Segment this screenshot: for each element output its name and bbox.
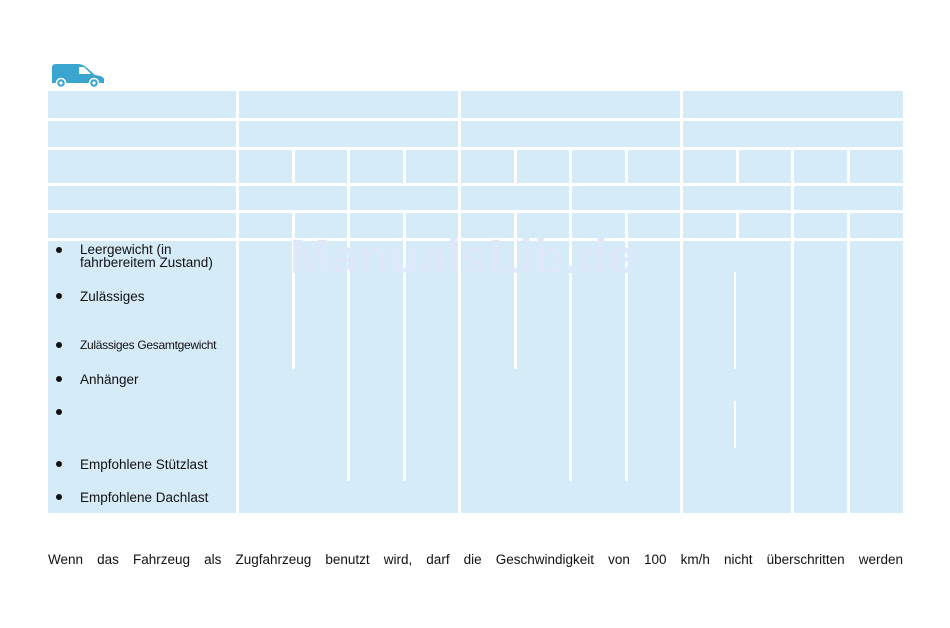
header-cell: [794, 213, 847, 238]
header-cell: [461, 186, 569, 210]
header-cell: [850, 213, 903, 238]
divider: [347, 241, 350, 481]
header-cell: [461, 150, 514, 183]
van-icon: [52, 64, 104, 88]
bullet: [56, 376, 62, 382]
divider: [734, 272, 736, 369]
header-cell: [239, 121, 458, 147]
header-cell: [683, 150, 736, 183]
row-label-dachlast: Empfohlene Dachlast: [80, 490, 209, 505]
row-label-gesamtgewicht: Zulässiges Gesamtgewicht: [80, 338, 217, 352]
bullet: [56, 494, 62, 500]
header-cell: [48, 186, 236, 210]
header-cell: [350, 186, 458, 210]
header-cell: [739, 150, 791, 183]
header-cell: [295, 213, 347, 238]
header-cell: [739, 213, 791, 238]
header-cell: [461, 91, 680, 118]
row-label-anhaenger: Anhänger: [80, 372, 139, 387]
body-block: [850, 241, 903, 513]
header-cell: [850, 150, 903, 183]
header-cell: [48, 91, 236, 118]
header-cell: [239, 213, 292, 238]
header-cell: [683, 213, 736, 238]
divider: [514, 241, 517, 369]
footer-note: Wenn das Fahrzeug als Zugfahrzeug benutz…: [48, 552, 903, 567]
header-cell: [517, 213, 569, 238]
divider: [734, 401, 736, 448]
divider: [403, 241, 406, 481]
divider: [625, 241, 628, 481]
header-cell: [406, 213, 458, 238]
header-cell: [350, 150, 403, 183]
weights-table: [48, 91, 903, 513]
header-cell: [628, 213, 680, 238]
header-cell: [48, 213, 236, 238]
header-cell: [572, 186, 680, 210]
row-label-zulaessiges: Zulässiges: [80, 289, 145, 304]
header-cell: [239, 186, 347, 210]
body-block: [794, 241, 847, 513]
label-column: [48, 241, 236, 513]
header-cell: [48, 150, 236, 183]
header-cell: [295, 150, 347, 183]
header-cell: [461, 213, 514, 238]
header-cell: [794, 186, 903, 210]
divider: [569, 241, 572, 481]
header-cell: [239, 150, 292, 183]
header-cell: [517, 150, 569, 183]
header-cell: [572, 213, 625, 238]
header-cell: [350, 213, 403, 238]
bullet: [56, 461, 62, 467]
watermark: ManualsLib.de: [290, 231, 637, 284]
row-label-leergewicht: Leergewicht (in fahrbereitem Zustand): [80, 242, 213, 270]
header-cell: [48, 121, 236, 147]
header-cell: [794, 150, 847, 183]
header-cell: [628, 150, 680, 183]
header-cell: [683, 186, 791, 210]
header-cell: [572, 150, 625, 183]
header-cell: [683, 91, 903, 118]
bullet: [56, 293, 62, 299]
bullet: [56, 247, 62, 253]
header-cell: [239, 91, 458, 118]
body-block: [683, 241, 791, 513]
divider: [292, 241, 295, 369]
header-cell: [406, 150, 458, 183]
bullet: [56, 342, 62, 348]
row-label-stuetzlast: Empfohlene Stützlast: [80, 457, 208, 472]
header-cell: [683, 121, 903, 147]
bullet: [56, 409, 62, 415]
header-cell: [461, 121, 680, 147]
